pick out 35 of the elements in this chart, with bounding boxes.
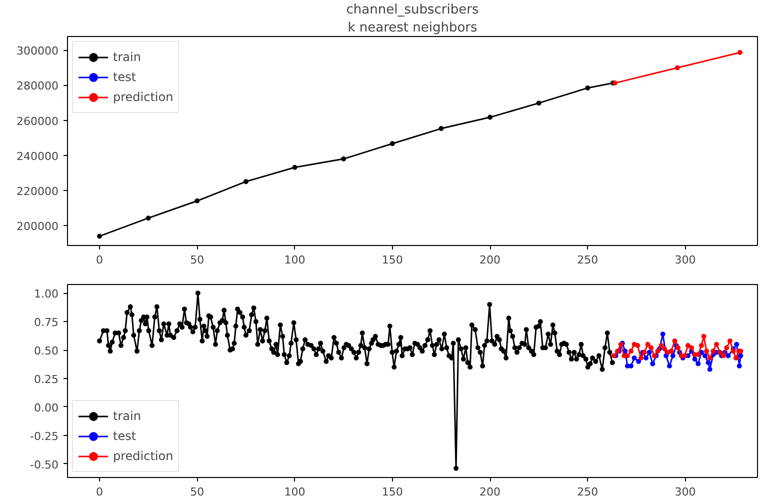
y-tick-label: 260000: [16, 114, 59, 128]
y-tick-label: -0.25: [30, 430, 59, 443]
x-tick-label: 150: [382, 486, 403, 498]
x-tick-label: 50: [190, 486, 204, 498]
x-tick-label: 300: [674, 486, 696, 498]
y-tick-label: 0.00: [34, 401, 59, 414]
x-tick-label: 100: [284, 486, 306, 498]
y-tick-label: 200000: [16, 220, 59, 234]
x-tick-label: 0: [96, 254, 104, 266]
x-tick-label: 250: [577, 486, 598, 498]
y-tick-label: 300000: [16, 44, 59, 58]
y-tick-label: 0.75: [34, 316, 59, 330]
x-tick-label: 100: [284, 254, 306, 266]
y-tick-label: 280000: [16, 80, 59, 93]
x-tick-label: 0: [96, 486, 104, 498]
y-tick-label: 240000: [16, 150, 59, 163]
chart-title: channel_subscribers: [346, 2, 479, 18]
x-tick-label: 200: [480, 254, 501, 266]
legend-label: test: [113, 429, 136, 443]
y-tick-label: 220000: [16, 185, 59, 198]
y-tick-label: -0.50: [30, 458, 59, 472]
legend-label: train: [113, 409, 141, 423]
y-tick-label: 1.00: [34, 288, 59, 301]
chart-subtitle: k nearest neighbors: [348, 20, 478, 36]
legend-label: train: [113, 50, 141, 64]
y-tick-label: 0.25: [34, 372, 59, 386]
x-tick-label: 150: [382, 254, 403, 266]
legend-label: test: [113, 70, 136, 84]
x-tick-label: 250: [577, 254, 598, 266]
legend-label: prediction: [113, 449, 174, 463]
legend-label: prediction: [113, 90, 174, 104]
x-tick-label: 200: [480, 486, 501, 498]
x-tick-label: 300: [674, 254, 696, 266]
y-tick-label: 0.50: [34, 344, 59, 358]
x-tick-label: 50: [190, 254, 204, 266]
